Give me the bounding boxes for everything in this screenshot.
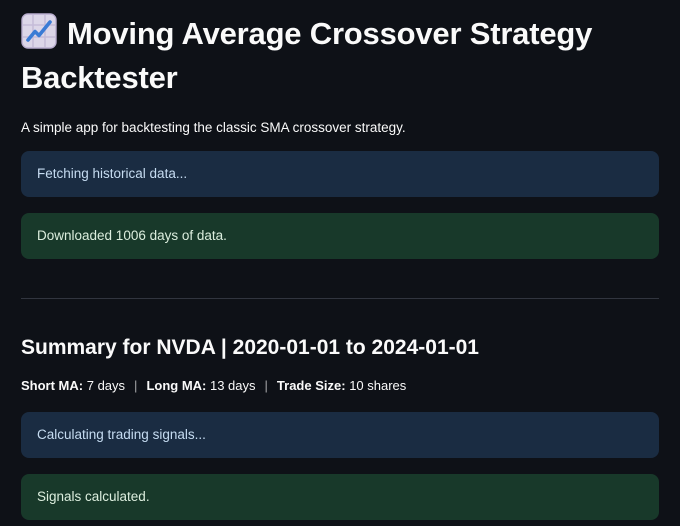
alert-fetching-data-text: Fetching historical data... <box>37 165 188 181</box>
strategy-params: Short MA: 7 days | Long MA: 13 days | Trade … <box>21 377 659 395</box>
param-trade-size-value: 10 shares <box>349 377 407 393</box>
page-subtitle: A simple app for backtesting the classic… <box>21 120 406 136</box>
param-long-ma-label: Long MA: <box>146 377 207 393</box>
param-long-ma-value: 13 days <box>209 377 256 393</box>
alert-downloaded-data-text: Downloaded 1006 days of data. <box>37 227 227 243</box>
page-title-text: Moving Average Crossover Strategy Backte… <box>21 16 593 96</box>
chart-increasing-icon <box>21 13 57 49</box>
param-short-ma-value: 7 days <box>86 377 126 393</box>
alert-fetching-data: Fetching historical data... <box>21 150 659 197</box>
param-separator: | <box>134 377 138 393</box>
param-short-ma-label: Short MA: <box>21 377 84 393</box>
alert-signals-calculated-text: Signals calculated. <box>37 489 150 505</box>
divider <box>21 297 659 299</box>
alert-downloaded-data: Downloaded 1006 days of data. <box>21 212 659 259</box>
param-trade-size-label: Trade Size: <box>276 377 346 393</box>
alert-calculating-signals: Calculating trading signals... <box>21 412 659 459</box>
page-title: Moving Average Crossover Strategy Backte… <box>21 12 659 100</box>
alert-signals-calculated: Signals calculated. <box>21 474 659 521</box>
param-separator: | <box>264 377 268 393</box>
summary-heading: Summary for NVDA | 2020-01-01 to 2024-01… <box>21 335 479 359</box>
alert-calculating-signals-text: Calculating trading signals... <box>37 427 206 443</box>
